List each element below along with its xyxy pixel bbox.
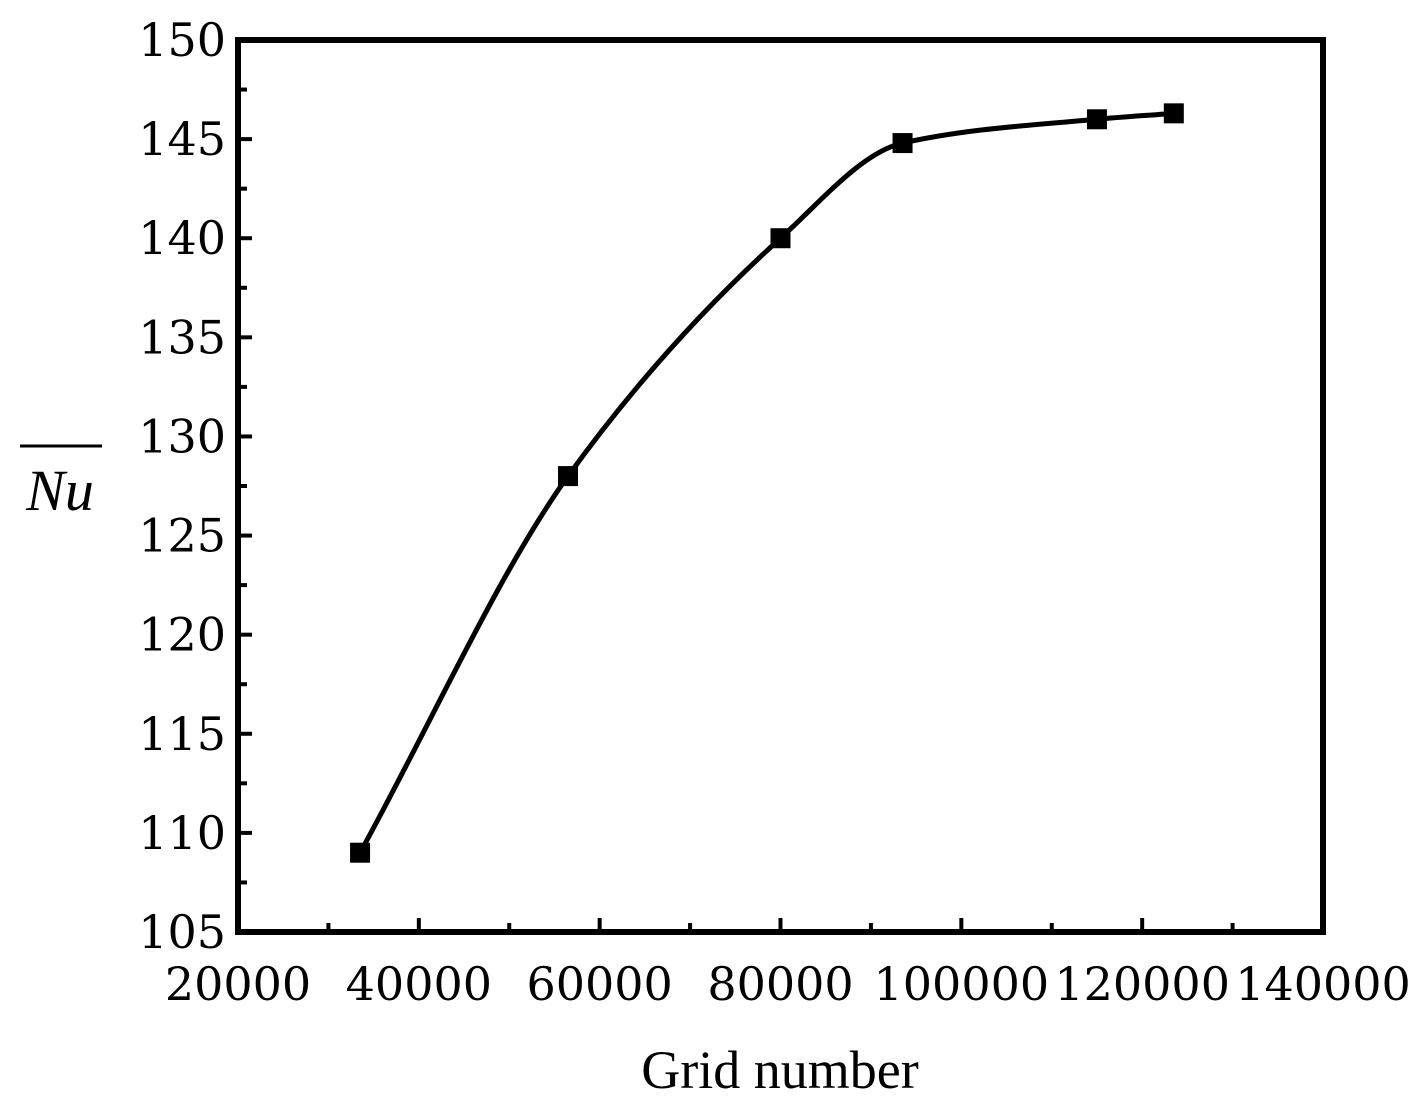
x-tick-labels: 20000 40000 60000 80000 100000 120000 140000 — [165, 957, 1411, 1011]
x-axis-title: Grid number — [641, 1040, 918, 1100]
data-point — [558, 466, 579, 487]
data-point — [1086, 109, 1107, 130]
x-tick-label: 80000 — [707, 957, 853, 1011]
data-point — [350, 842, 371, 863]
y-tick-label: 135 — [138, 310, 226, 364]
y-tick-label: 140 — [138, 211, 226, 265]
y-tick-label: 105 — [138, 905, 226, 959]
y-tick-label: 125 — [138, 509, 226, 563]
data-point — [892, 133, 913, 154]
x-tick-label: 100000 — [874, 957, 1050, 1011]
series-line — [357, 110, 1175, 854]
y-axis-title: Nu — [25, 458, 94, 523]
y-tick-label: 130 — [138, 409, 226, 463]
y-tick-label: 115 — [138, 707, 226, 761]
x-tick-label: 20000 — [165, 957, 311, 1011]
x-tick-label: 120000 — [1054, 957, 1230, 1011]
data-point — [1163, 103, 1184, 124]
x-tick-label: 40000 — [346, 957, 492, 1011]
y-tick-label: 110 — [138, 806, 226, 860]
series-group — [350, 103, 1184, 863]
data-point — [770, 228, 791, 249]
x-tick-label: 140000 — [1235, 957, 1411, 1011]
plot-frame — [235, 37, 1326, 935]
y-tick-label: 120 — [138, 608, 226, 662]
x-tick-label: 60000 — [526, 957, 672, 1011]
y-tick-labels: 105 110 115 120 125 130 135 140 145 150 — [138, 13, 226, 959]
y-tick-label: 150 — [138, 13, 226, 67]
y-tick-label: 145 — [138, 112, 226, 166]
